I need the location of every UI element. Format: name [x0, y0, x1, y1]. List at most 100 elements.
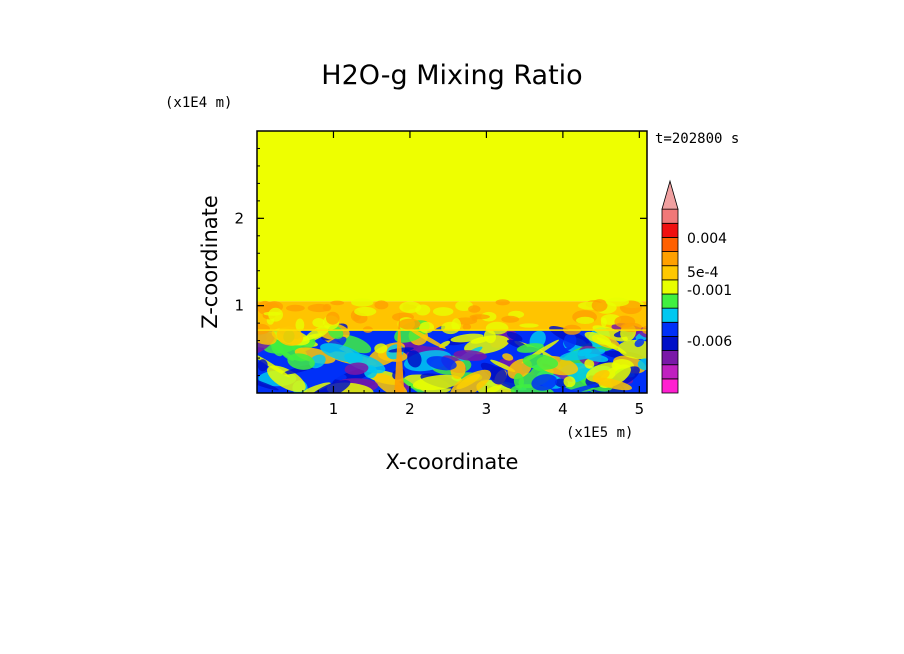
field-blob: [257, 323, 270, 335]
colorbar-segment: [661, 350, 679, 366]
region-upper-layer: [257, 131, 647, 302]
field-blob: [600, 317, 607, 327]
x-axis-label: X-coordinate: [386, 450, 519, 474]
field-blob: [489, 366, 507, 385]
field-blob: [374, 300, 389, 310]
x-tick-label: 4: [558, 400, 568, 418]
field-blob: [322, 303, 332, 312]
field-blob: [354, 306, 377, 317]
x-tick-label: 5: [635, 400, 645, 418]
chart-title: H2O-g Mixing Ratio: [321, 60, 582, 91]
field-blob: [257, 352, 291, 378]
field-blob: [469, 314, 490, 320]
colorbar-segment: [661, 321, 679, 337]
field-blob: [501, 315, 520, 323]
field-blob: [302, 382, 331, 393]
field-blob: [441, 321, 460, 335]
colorbar-label: 5e-4: [687, 265, 719, 281]
field-blob: [295, 318, 305, 332]
field-blob: [407, 350, 422, 368]
field-blob: [462, 323, 472, 331]
field-blob: [344, 362, 369, 375]
colorbar-label: -0.001: [687, 283, 732, 299]
colorbar-label: -0.006: [687, 334, 732, 350]
colorbar-segment: [661, 222, 679, 238]
field-blob: [506, 331, 523, 342]
field-blob: [276, 326, 304, 346]
field-blob: [516, 343, 544, 353]
y-axis: 12: [234, 147, 647, 377]
y-axis-multiplier: (x1E4 m): [165, 95, 232, 111]
field-blob: [374, 343, 388, 354]
field-blob: [576, 316, 595, 324]
colorbar-segment: [661, 208, 679, 224]
x-axis: 1 2 3 4 5: [271, 131, 645, 418]
field-blob: [584, 353, 609, 363]
y-axis-label: Z-coordinate: [198, 195, 222, 329]
field-blob: [531, 374, 558, 391]
field-blob: [614, 315, 636, 328]
field-blob: [637, 358, 647, 371]
colorbar-top-arrow: [661, 179, 679, 210]
field-blob: [577, 348, 592, 357]
field-blob: [555, 383, 599, 393]
field-blob: [563, 333, 577, 349]
field-blob: [468, 305, 481, 313]
field-blob: [257, 359, 268, 372]
field-blob: [584, 359, 595, 369]
field-blob: [433, 307, 454, 316]
colorbar-segment: [661, 237, 679, 252]
x-tick-label: 1: [329, 400, 339, 418]
field-blob: [330, 300, 345, 306]
field-blob: [287, 353, 315, 370]
field-blob: [450, 333, 484, 343]
plot-field: [257, 131, 647, 393]
field-blob: [453, 350, 487, 361]
field-blob: [591, 299, 608, 312]
field-blob: [495, 299, 510, 306]
colorbar-label: 0.004: [687, 231, 727, 247]
field-blob: [426, 356, 457, 371]
colorbar-segment: [661, 293, 679, 309]
colorbar-segment: [661, 336, 679, 351]
field-blob: [485, 321, 509, 335]
field-blob: [398, 318, 421, 330]
field-plume: [394, 311, 405, 393]
x-axis-multiplier: (x1E5 m): [566, 425, 633, 441]
field-blob: [419, 321, 435, 334]
field-blob: [519, 323, 539, 328]
colorbar-segment: [661, 251, 679, 267]
colorbar-segment: [661, 364, 679, 380]
field-blob: [470, 336, 489, 344]
field-blob: [338, 334, 372, 354]
x-tick-label: 2: [405, 400, 415, 418]
colorbar: 0.004 5e-4 -0.001 -0.006: [661, 179, 732, 394]
field-blob: [308, 380, 351, 393]
field-blob: [592, 325, 628, 342]
field-blob: [563, 376, 576, 388]
field-blob: [399, 301, 422, 314]
field-blob: [617, 339, 647, 360]
field-blob: [592, 369, 610, 382]
field-blob: [267, 365, 306, 392]
field-blob: [407, 327, 446, 349]
field-blob: [312, 318, 325, 328]
colorbar-segment: [661, 378, 679, 394]
y-tick-label: 1: [234, 297, 244, 315]
colorbar-segment: [661, 265, 679, 281]
field-blob: [412, 374, 462, 391]
field-blob: [286, 304, 305, 312]
field-blob: [325, 371, 347, 380]
field-blob: [450, 369, 492, 393]
field-blob: [584, 331, 612, 345]
field-blob: [513, 373, 524, 389]
y-tick-label: 2: [234, 209, 244, 227]
plot-frame: [256, 130, 648, 394]
field-blob: [271, 339, 284, 357]
field-blob: [605, 297, 630, 307]
field-blob: [351, 298, 374, 307]
time-label: t=202800 s: [655, 131, 739, 147]
field-blob: [263, 311, 282, 316]
colorbar-segment: [661, 307, 679, 323]
